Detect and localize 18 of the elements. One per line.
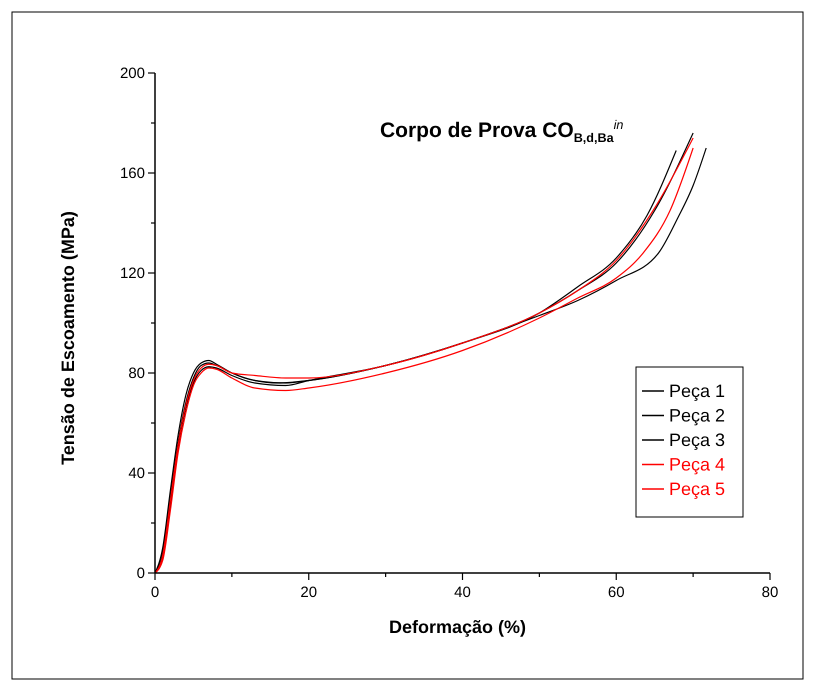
- y-tick-label: 80: [128, 365, 145, 382]
- x-axis-title: Deformação (%): [388, 617, 526, 637]
- y-tick-label: 0: [136, 565, 145, 582]
- x-tick-label: 60: [608, 584, 625, 601]
- legend-label: Peça 5: [669, 479, 726, 499]
- x-tick-label: 80: [762, 584, 778, 601]
- x-tick-label: 40: [454, 584, 471, 601]
- y-tick-label: 40: [128, 465, 145, 482]
- x-tick-label: 0: [150, 584, 160, 601]
- y-tick-label: 120: [120, 265, 145, 282]
- y-tick-label: 160: [120, 165, 145, 182]
- legend-label: Peça 2: [669, 406, 726, 426]
- y-tick-label: 200: [120, 65, 145, 82]
- x-tick-label: 20: [300, 584, 318, 601]
- legend-label: Peça 3: [669, 430, 726, 450]
- y-axis-title: Tensão de Escoamento (MPa): [58, 211, 78, 465]
- legend-label: Peça 4: [669, 454, 726, 474]
- legend-label: Peça 1: [669, 381, 726, 401]
